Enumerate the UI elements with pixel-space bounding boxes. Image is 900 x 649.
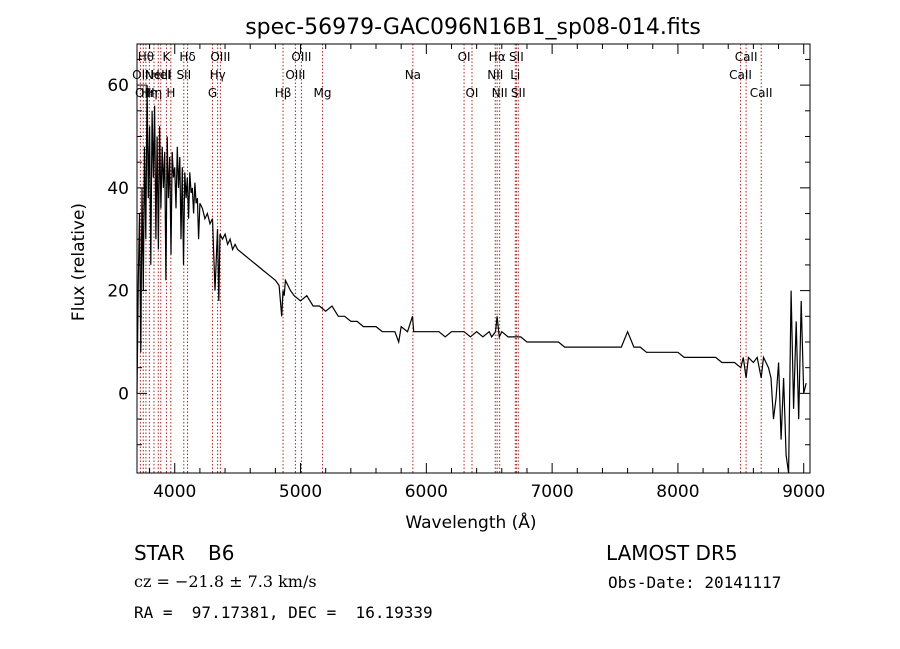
plot-frame	[136, 43, 811, 474]
x-tick-label: 7000	[530, 482, 573, 502]
object-class: STAR	[134, 541, 185, 565]
spectral-line-label: Hγ	[210, 68, 226, 82]
chart-title: spec-56979-GAC096N16B1_sp08-014.fits	[245, 15, 701, 40]
spectral-line-label: CaII	[750, 86, 773, 100]
spectral-line-label: CaII	[735, 50, 758, 64]
spectral-line-label: Hβ	[275, 86, 292, 100]
spectral-line-label: OIII	[285, 68, 305, 82]
y-tick-label: 20	[107, 282, 129, 302]
spectral-line-label: H	[166, 86, 175, 100]
survey-label: LAMOST DR5	[606, 541, 738, 565]
spectral-line-label: NeIII	[145, 68, 172, 82]
spectrum-line	[136, 85, 807, 474]
x-axis-ticks: 4000 5000 6000 7000 8000 9000	[149, 44, 825, 502]
spectral-line-label: K	[162, 50, 171, 64]
spectrum-chart: spec-56979-GAC096N16B1_sp08-014.fits OII…	[69, 15, 825, 533]
x-axis-label: Wavelength (Å)	[405, 511, 536, 533]
spectral-line-label: Na	[405, 68, 421, 82]
spectral-line-label: OI	[465, 86, 478, 100]
spectral-line-label: Li	[510, 68, 520, 82]
spectral-line-label: OIII	[291, 50, 311, 64]
y-tick-label: 0	[118, 384, 129, 404]
obs-date: Obs-Date: 20141117	[608, 573, 782, 592]
spectral-line-label: OI	[458, 50, 471, 64]
spectral-line-label: OIII	[210, 50, 230, 64]
x-tick-label: 6000	[405, 482, 448, 502]
y-tick-label: 60	[107, 76, 129, 96]
y-axis-label: Flux (relative)	[69, 203, 89, 321]
spectral-line-label: Hα	[489, 50, 506, 64]
coordinates: RA = 97.17381, DEC = 16.19339	[134, 603, 433, 622]
spectral-line-label: OII	[132, 68, 149, 82]
spectral-line-label: Hη	[141, 86, 158, 100]
spectral-line-label: SII	[509, 50, 524, 64]
x-tick-label: 9000	[782, 482, 825, 502]
y-axis-ticks: 0 20 40 60	[107, 58, 810, 446]
spectral-line-label: NII	[487, 68, 503, 82]
x-tick-label: 8000	[656, 482, 699, 502]
redshift-cz: cz = −21.8 ± 7.3 km/s	[134, 572, 317, 591]
y-tick-label: 40	[107, 179, 129, 199]
spectral-line-label: Hη	[146, 86, 163, 100]
spectral-line-label: CaII	[729, 68, 752, 82]
spectral-line-label: SII	[511, 86, 526, 100]
x-tick-label: 4000	[153, 482, 196, 502]
object-subclass: B6	[208, 541, 235, 565]
spectral-line-labels: OIIOIIHθHηHηNeIIIHeIKHSIIHδGHγOIIIHβOIII…	[132, 50, 772, 100]
spectral-line-label: NII	[492, 86, 508, 100]
spectral-line-label: SII	[176, 68, 191, 82]
spectral-line-label: G	[208, 86, 217, 100]
spectral-line-label: Mg	[314, 86, 332, 100]
spectral-line-label: Hδ	[179, 50, 195, 64]
spectral-line-markers	[139, 44, 762, 473]
x-tick-label: 5000	[279, 482, 322, 502]
spectral-line-label: Hθ	[138, 50, 154, 64]
spectral-line-label: HeI	[151, 68, 171, 82]
